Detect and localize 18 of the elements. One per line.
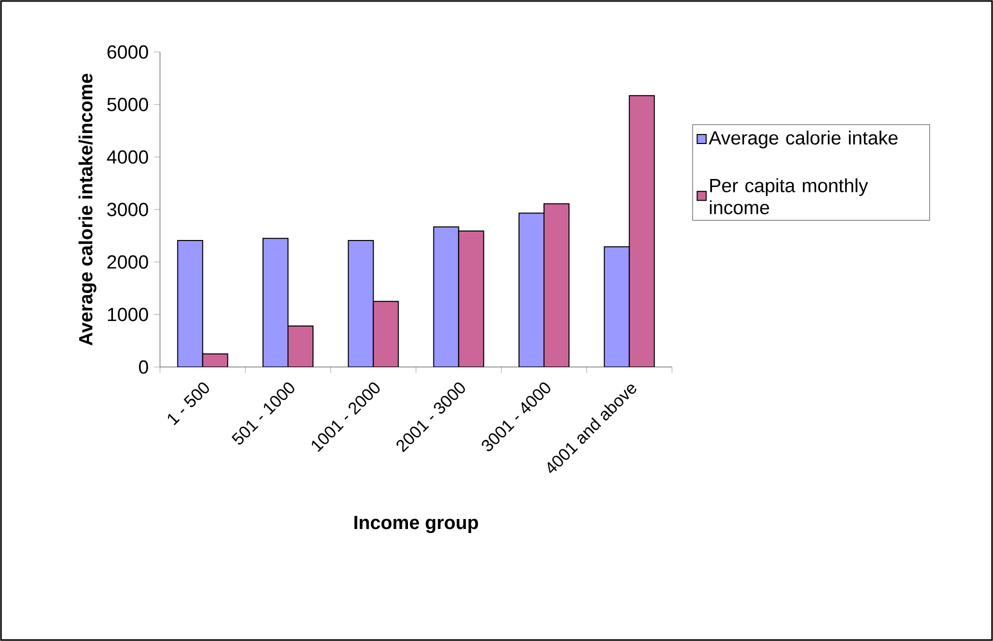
y-tick-label: 3000 <box>107 202 148 216</box>
y-tick-label: 6000 <box>108 45 148 59</box>
y-tick-label: 2000 <box>107 255 148 269</box>
legend-label: Per capita monthly income <box>710 178 868 214</box>
bar <box>433 226 460 367</box>
bar <box>604 246 630 367</box>
x-axis-title: Income group <box>354 516 478 534</box>
y-tick-label: 4000 <box>106 150 148 164</box>
bar <box>518 212 544 367</box>
bar <box>348 240 374 367</box>
legend-label: Average calorie intake <box>708 130 898 148</box>
bar <box>262 238 288 367</box>
x-tick-label: 1 - 500 <box>168 382 209 426</box>
y-tick-label: 5000 <box>107 98 148 112</box>
y-tick-label: 1000 <box>108 308 148 322</box>
y-tick-label: 0 <box>138 360 148 374</box>
y-axis-title: Average calorie intake/income <box>78 74 96 346</box>
bar <box>177 240 204 367</box>
